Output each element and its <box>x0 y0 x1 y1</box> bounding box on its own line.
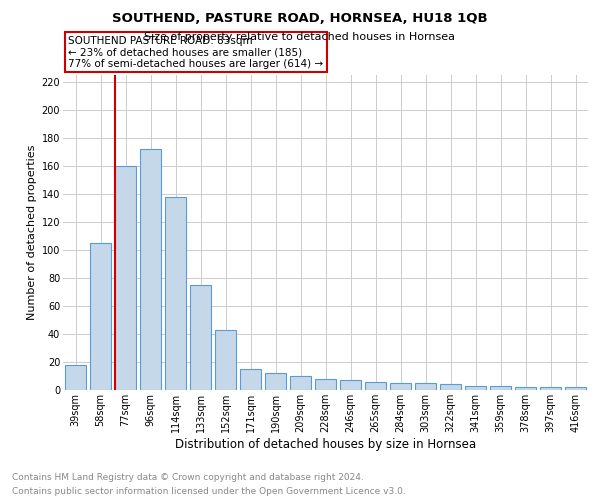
Bar <box>515 387 536 390</box>
Text: Size of property relative to detached houses in Hornsea: Size of property relative to detached ho… <box>145 32 455 42</box>
Bar <box>240 369 261 390</box>
Bar <box>165 197 186 390</box>
Text: SOUTHEND PASTURE ROAD: 83sqm
← 23% of detached houses are smaller (185)
77% of s: SOUTHEND PASTURE ROAD: 83sqm ← 23% of de… <box>68 36 323 68</box>
Y-axis label: Number of detached properties: Number of detached properties <box>28 145 37 320</box>
Bar <box>265 373 286 390</box>
Bar <box>565 387 586 390</box>
Bar <box>340 380 361 390</box>
Bar <box>540 387 561 390</box>
Bar <box>290 376 311 390</box>
Bar <box>90 243 111 390</box>
Bar <box>190 285 211 390</box>
Bar <box>140 149 161 390</box>
Bar <box>215 330 236 390</box>
Bar <box>315 379 336 390</box>
Bar <box>390 383 411 390</box>
Bar <box>415 383 436 390</box>
Bar <box>365 382 386 390</box>
Bar <box>465 386 486 390</box>
Text: Contains public sector information licensed under the Open Government Licence v3: Contains public sector information licen… <box>12 488 406 496</box>
Bar <box>65 365 86 390</box>
Bar <box>490 386 511 390</box>
Text: SOUTHEND, PASTURE ROAD, HORNSEA, HU18 1QB: SOUTHEND, PASTURE ROAD, HORNSEA, HU18 1Q… <box>112 12 488 26</box>
Bar <box>440 384 461 390</box>
Text: Contains HM Land Registry data © Crown copyright and database right 2024.: Contains HM Land Registry data © Crown c… <box>12 472 364 482</box>
X-axis label: Distribution of detached houses by size in Hornsea: Distribution of detached houses by size … <box>175 438 476 450</box>
Bar <box>115 166 136 390</box>
